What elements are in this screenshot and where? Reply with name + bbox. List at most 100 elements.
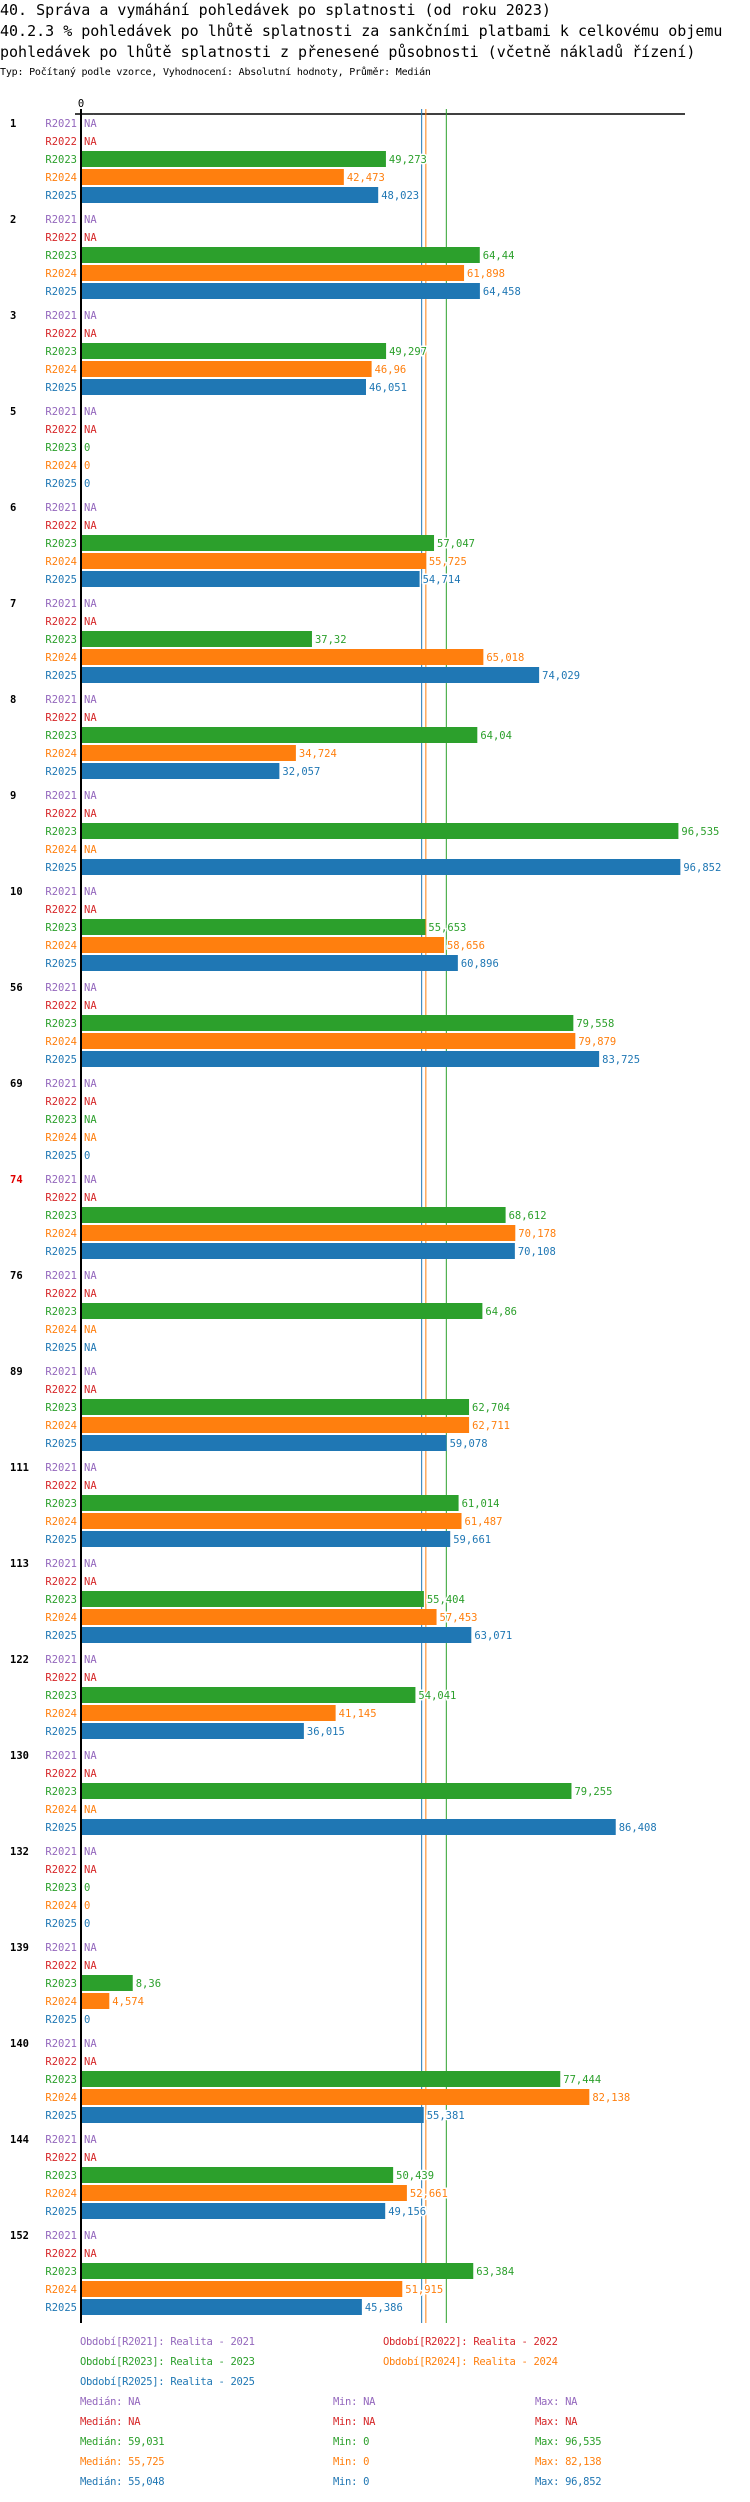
- series-label: R2023: [45, 1690, 77, 1702]
- bar: [81, 535, 435, 551]
- bar: [81, 2203, 386, 2219]
- data-label: NA: [84, 118, 97, 130]
- data-label: NA: [84, 310, 97, 322]
- series-label: R2022: [45, 712, 77, 724]
- series-label: R2021: [45, 2134, 77, 2146]
- stat-min-R2023: Min: 0: [333, 2436, 370, 2448]
- series-label: R2021: [45, 406, 77, 418]
- bar: [81, 1609, 437, 1625]
- data-label: NA: [84, 1174, 97, 1186]
- data-label: 61,487: [465, 1516, 503, 1528]
- bar: [81, 745, 296, 761]
- group-label: 6: [10, 502, 16, 514]
- series-label: R2022: [45, 1768, 77, 1780]
- bar: [81, 1627, 472, 1643]
- group-label: 69: [10, 1078, 23, 1090]
- bar: [81, 919, 426, 935]
- data-label: NA: [84, 1342, 97, 1354]
- bar: [81, 1723, 304, 1739]
- series-label: R2021: [45, 118, 77, 130]
- series-label: R2024: [45, 1132, 77, 1144]
- data-label: NA: [84, 1558, 97, 1570]
- group-label: 56: [10, 982, 23, 994]
- series-label: R2023: [45, 1498, 77, 1510]
- series-label: R2022: [45, 136, 77, 148]
- series-label: R2021: [45, 502, 77, 514]
- series-label: R2024: [45, 652, 77, 664]
- data-label: NA: [84, 982, 97, 994]
- series-label: R2023: [45, 634, 77, 646]
- data-label: 0: [84, 460, 90, 472]
- bar: [81, 2107, 424, 2123]
- series-label: R2023: [45, 154, 77, 166]
- series-label: R2023: [45, 250, 77, 262]
- data-label: 64,458: [483, 286, 521, 298]
- data-label: 52,661: [410, 2188, 448, 2200]
- series-label: R2022: [45, 1096, 77, 1108]
- stat-max-R2022: Max: NA: [535, 2416, 578, 2428]
- series-label: R2023: [45, 1210, 77, 1222]
- series-label: R2021: [45, 1942, 77, 1954]
- data-label: NA: [84, 232, 97, 244]
- series-label: R2021: [45, 790, 77, 802]
- chart-section-title: 40. Správa a vymáhání pohledávek po spla…: [0, 1, 551, 19]
- bar: [81, 169, 344, 185]
- data-label: NA: [84, 1960, 97, 1972]
- group-label: 5: [10, 406, 16, 418]
- stat-median-R2022: Medián: NA: [80, 2416, 141, 2428]
- series-label: R2025: [45, 670, 77, 682]
- data-label: NA: [84, 1114, 97, 1126]
- series-label: R2025: [45, 1822, 77, 1834]
- series-label: R2024: [45, 268, 77, 280]
- series-label: R2023: [45, 1594, 77, 1606]
- data-label: NA: [84, 598, 97, 610]
- series-label: R2021: [45, 982, 77, 994]
- data-label: 79,558: [576, 1018, 614, 1030]
- data-label: 64,04: [480, 730, 512, 742]
- series-label: R2024: [45, 844, 77, 856]
- data-label: 96,852: [683, 862, 721, 874]
- data-label: 74,029: [542, 670, 580, 682]
- data-label: 37,32: [315, 634, 347, 646]
- data-label: 59,078: [450, 1438, 488, 1450]
- data-label: 0: [84, 1900, 90, 1912]
- series-label: R2023: [45, 1306, 77, 1318]
- bar: [81, 1975, 133, 1991]
- data-label: NA: [84, 1576, 97, 1588]
- stat-max-R2023: Max: 96,535: [535, 2436, 602, 2448]
- series-label: R2022: [45, 1576, 77, 1588]
- data-label: 61,014: [462, 1498, 500, 1510]
- data-label: 32,057: [282, 766, 320, 778]
- data-label: NA: [84, 2152, 97, 2164]
- group-label: 139: [10, 1942, 29, 1954]
- bar: [81, 1531, 451, 1547]
- series-label: R2025: [45, 574, 77, 586]
- bar: [81, 1303, 483, 1319]
- data-label: 82,138: [592, 2092, 630, 2104]
- series-label: R2021: [45, 598, 77, 610]
- bar: [81, 2167, 394, 2183]
- series-label: R2023: [45, 2074, 77, 2086]
- series-label: R2021: [45, 886, 77, 898]
- group-label: 3: [10, 310, 16, 322]
- data-label: 46,051: [369, 382, 407, 394]
- bar: [81, 1033, 576, 1049]
- series-label: R2024: [45, 1036, 77, 1048]
- series-label: R2024: [45, 1228, 77, 1240]
- series-label: R2021: [45, 1174, 77, 1186]
- data-label: 0: [84, 478, 90, 490]
- series-label: R2022: [45, 2056, 77, 2068]
- data-label: 49,156: [388, 2206, 426, 2218]
- bar: [81, 1783, 572, 1799]
- data-label: 48,023: [381, 190, 419, 202]
- data-label: 79,879: [578, 1036, 616, 1048]
- series-label: R2024: [45, 1996, 77, 2008]
- series-label: R2021: [45, 1558, 77, 1570]
- series-label: R2024: [45, 1612, 77, 1624]
- data-label: 54,041: [418, 1690, 456, 1702]
- bar: [81, 763, 280, 779]
- data-label: NA: [84, 424, 97, 436]
- series-label: R2024: [45, 1804, 77, 1816]
- data-label: 77,444: [563, 2074, 601, 2086]
- data-label: NA: [84, 694, 97, 706]
